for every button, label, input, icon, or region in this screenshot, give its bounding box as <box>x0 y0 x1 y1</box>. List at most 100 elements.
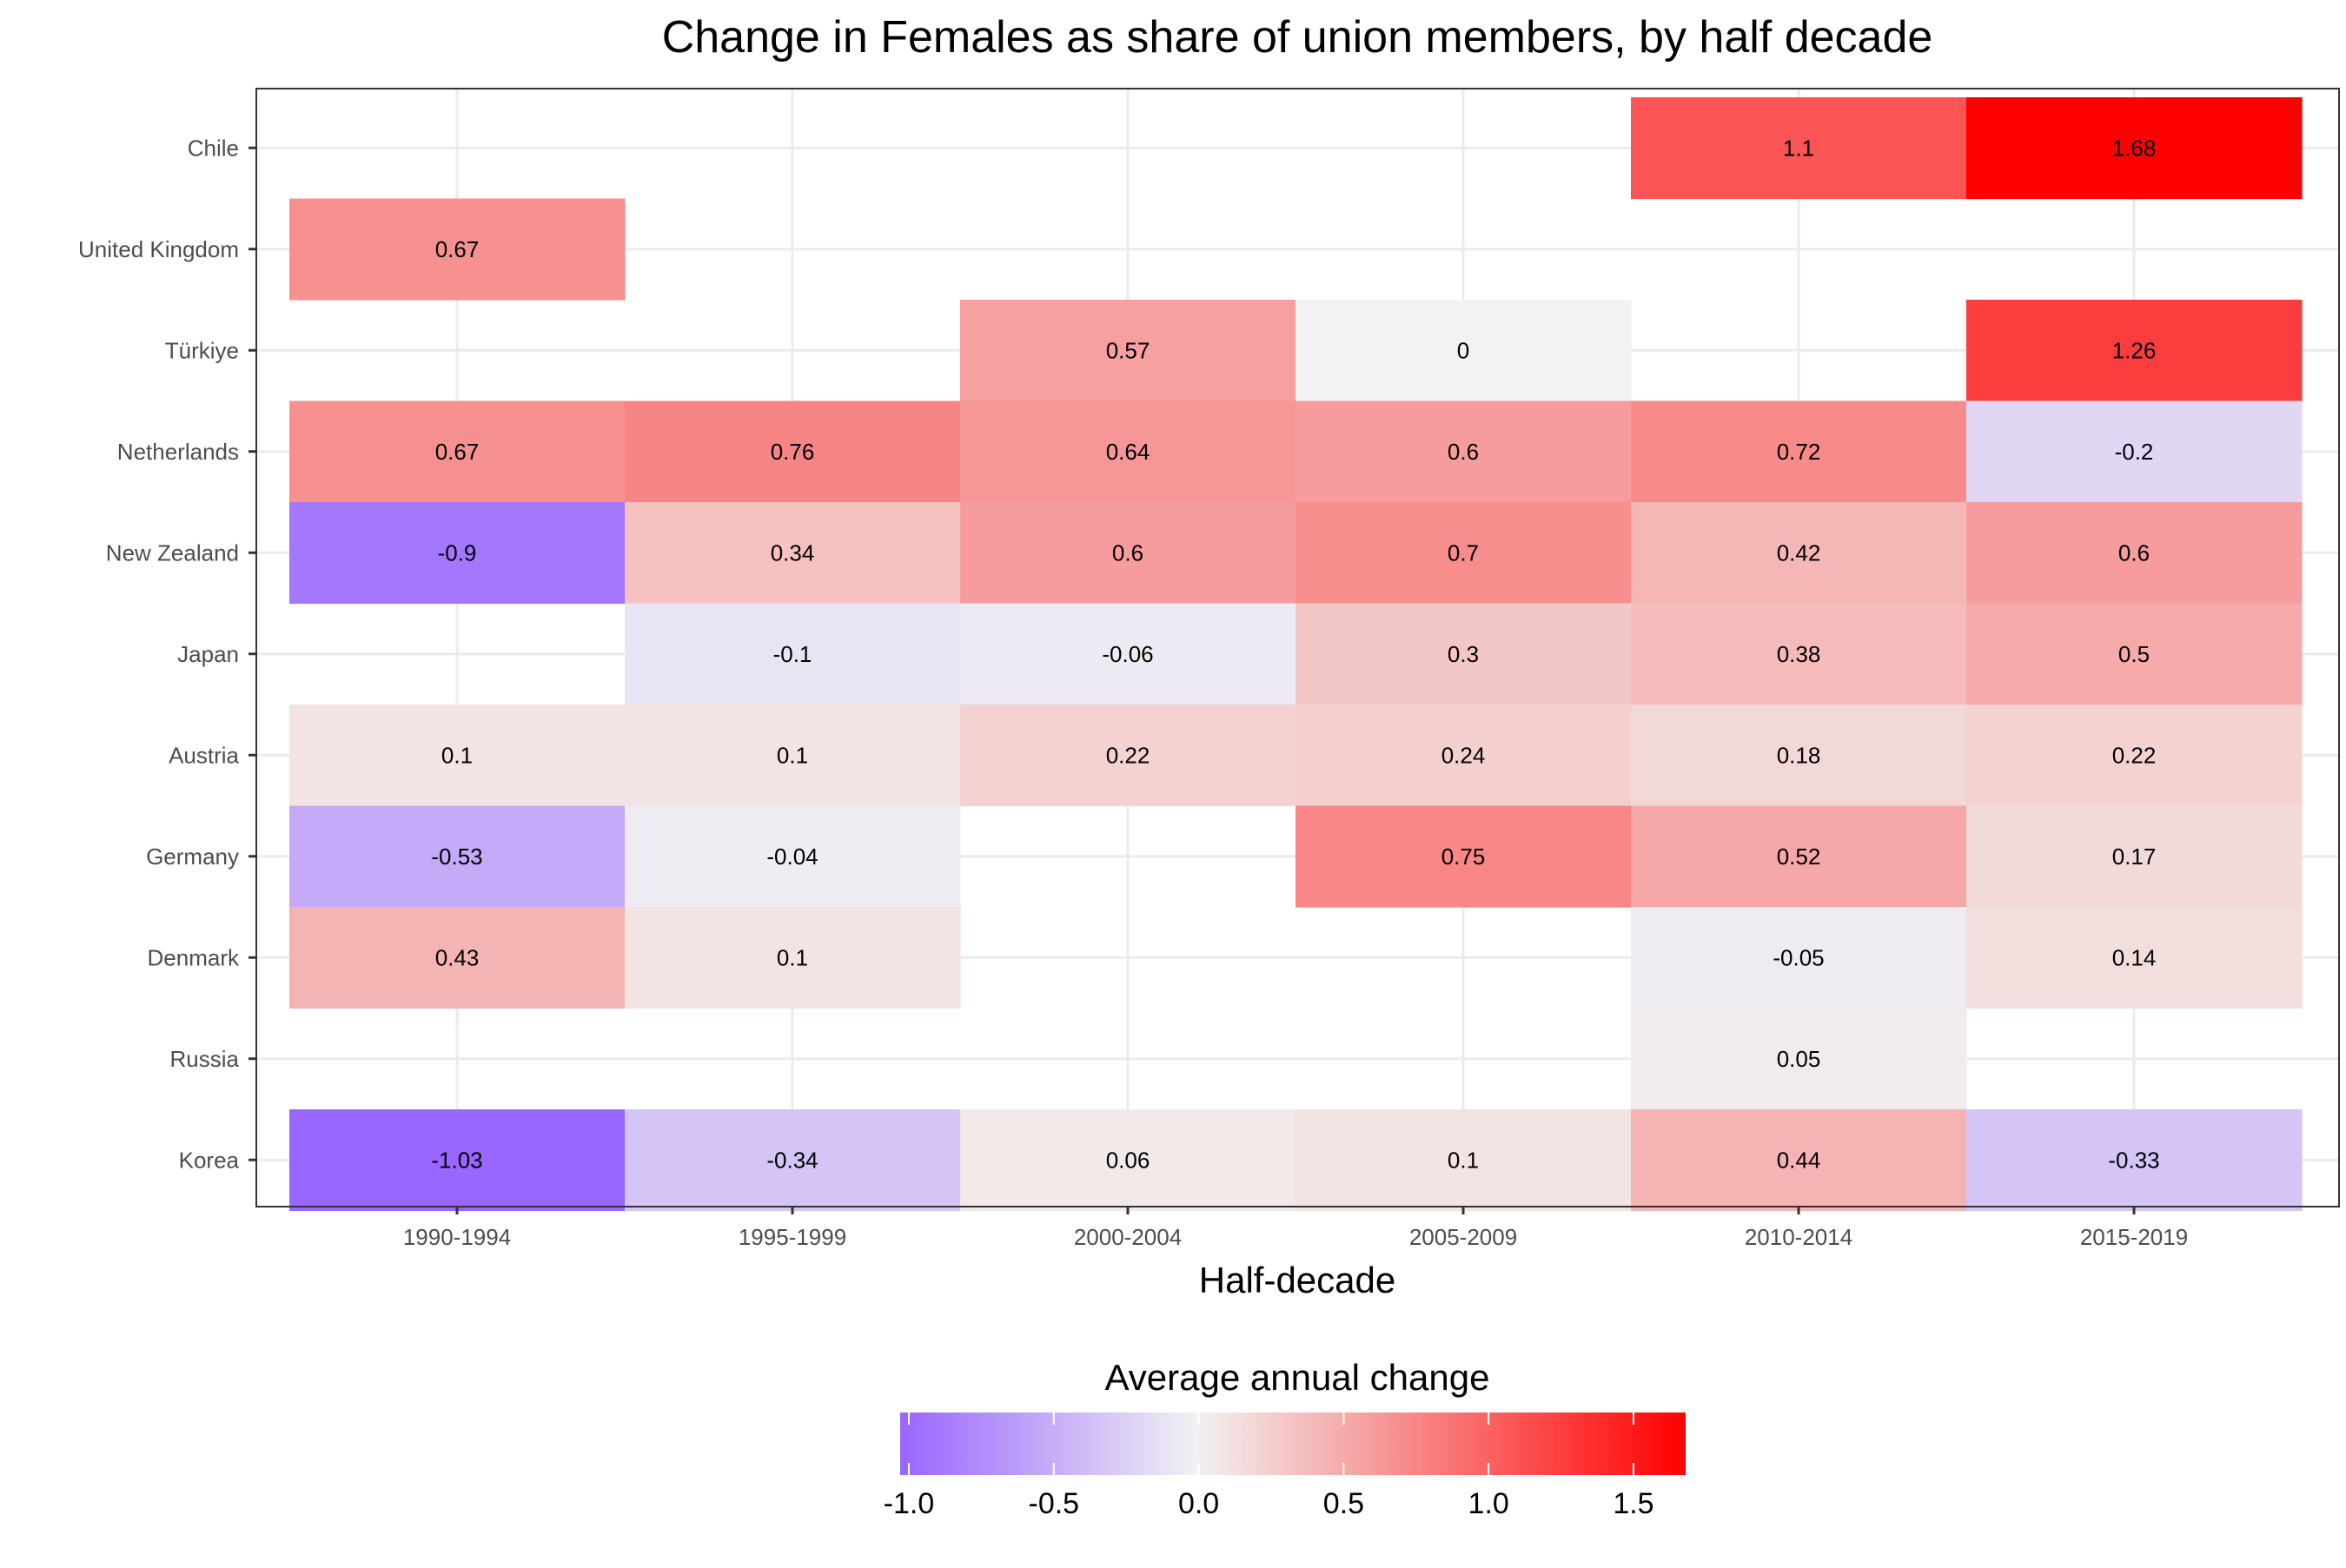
cell-germany-1995-1999 <box>625 805 961 908</box>
cell-netherlands-1990-1994 <box>289 400 626 503</box>
cell-label-austria-1995-1999: 0.1 <box>777 742 808 768</box>
cell-label-denmark-2015-2019: 0.14 <box>2112 944 2157 970</box>
y-tick-label-netherlands: Netherlands <box>117 439 239 465</box>
y-tick-label-japan: Japan <box>177 641 239 667</box>
cell-label-denmark-2010-2014: -0.05 <box>1773 944 1824 970</box>
cell-label-japan-2000-2004: -0.06 <box>1102 641 1153 667</box>
panel-border <box>255 88 2340 1207</box>
y-tick-label-chile: Chile <box>188 135 239 161</box>
cell-new-zealand-1990-1994 <box>289 502 626 605</box>
cell-label-japan-2015-2019: 0.5 <box>2118 641 2150 667</box>
y-tick-label-austria: Austria <box>169 742 239 768</box>
cell-label-turkiye-2000-2004: 0.57 <box>1106 337 1150 363</box>
legend-tick-label: -0.5 <box>1029 1487 1080 1520</box>
cell-germany-2010-2014 <box>1631 805 1967 908</box>
legend-tick-label: 1.0 <box>1468 1487 1509 1520</box>
cell-united-kingdom-1990-1994 <box>289 198 626 301</box>
cell-korea-2015-2019 <box>1966 1109 2303 1212</box>
cell-label-austria-1990-1994: 0.1 <box>441 742 473 768</box>
cell-chile-2010-2014 <box>1631 97 1967 200</box>
legend-title: Average annual change <box>1105 1357 1490 1398</box>
cell-korea-1995-1999 <box>625 1109 961 1212</box>
x-tick-label-2015-2019: 2015-2019 <box>2080 1224 2188 1250</box>
cell-denmark-1990-1994 <box>289 907 626 1009</box>
cell-value-labels: 1.1 1.68 0.67 0.57 0 1.26 0.67 0.76 0.64 0.6 0.72 -… <box>431 135 2159 1173</box>
legend-tick-label: 1.5 <box>1613 1487 1653 1520</box>
cell-label-turkiye-2015-2019: 1.26 <box>2112 337 2157 363</box>
y-tick-label-denmark: Denmark <box>148 944 240 970</box>
y-axis: Chile United Kingdom Türkiye Netherlands New… <box>78 135 256 1173</box>
x-tick-label-1995-1999: 1995-1999 <box>739 1224 846 1250</box>
cell-label-korea-2000-2004: 0.06 <box>1106 1147 1150 1173</box>
cell-label-austria-2015-2019: 0.22 <box>2112 742 2157 768</box>
cell-label-new-zealand-2005-2009: 0.7 <box>1448 539 1479 566</box>
legend-tick-label: 0.5 <box>1323 1487 1364 1520</box>
cell-netherlands-2010-2014 <box>1631 400 1967 503</box>
cell-new-zealand-2015-2019 <box>1966 502 2303 605</box>
cell-japan-2000-2004 <box>960 603 1296 705</box>
cell-austria-1990-1994 <box>289 705 626 807</box>
cell-label-netherlands-1990-1994: 0.67 <box>435 439 480 465</box>
cell-label-germany-2005-2009: 0.75 <box>1441 844 1486 870</box>
cell-label-germany-1990-1994: -0.53 <box>431 844 482 870</box>
y-tick-label-new-zealand: New Zealand <box>106 539 239 566</box>
cell-austria-2010-2014 <box>1631 705 1967 807</box>
cell-austria-2015-2019 <box>1966 705 2303 807</box>
cell-korea-2005-2009 <box>1296 1109 1632 1212</box>
cell-korea-2000-2004 <box>960 1109 1296 1212</box>
cell-netherlands-1995-1999 <box>625 400 961 503</box>
cell-label-japan-1995-1999: -0.1 <box>773 641 812 667</box>
cell-denmark-2015-2019 <box>1966 907 2303 1009</box>
x-axis-title: Half-decade <box>1199 1260 1395 1300</box>
cell-russia-2010-2014 <box>1631 1008 1967 1110</box>
cell-japan-2005-2009 <box>1296 603 1632 705</box>
cell-new-zealand-2005-2009 <box>1296 502 1632 605</box>
cell-label-austria-2000-2004: 0.22 <box>1106 742 1150 768</box>
cell-label-austria-2010-2014: 0.18 <box>1777 742 1821 768</box>
cell-label-germany-1995-1999: -0.04 <box>766 844 818 870</box>
heatmap-cells <box>289 97 2303 1212</box>
cell-germany-2005-2009 <box>1296 805 1632 908</box>
cell-turkiye-2015-2019 <box>1966 300 2303 402</box>
cell-austria-1995-1999 <box>625 705 961 807</box>
y-tick-label-russia: Russia <box>170 1046 240 1072</box>
cell-netherlands-2000-2004 <box>960 400 1296 503</box>
legend-tick-label: 0.0 <box>1178 1487 1219 1520</box>
cell-label-united-kingdom-1990-1994: 0.67 <box>435 236 480 262</box>
cell-label-netherlands-2015-2019: -0.2 <box>2115 439 2154 465</box>
cell-japan-2015-2019 <box>1966 603 2303 705</box>
cell-japan-1995-1999 <box>625 603 961 705</box>
cell-label-denmark-1995-1999: 0.1 <box>777 944 808 970</box>
cell-korea-1990-1994 <box>289 1109 626 1212</box>
cell-label-new-zealand-1990-1994: -0.9 <box>438 539 477 566</box>
cell-new-zealand-1995-1999 <box>625 502 961 605</box>
cell-denmark-2010-2014 <box>1631 907 1967 1009</box>
cell-label-japan-2010-2014: 0.38 <box>1777 641 1821 667</box>
cell-label-new-zealand-1995-1999: 0.34 <box>771 539 815 566</box>
cell-netherlands-2005-2009 <box>1296 400 1632 503</box>
cell-label-new-zealand-2000-2004: 0.6 <box>1112 539 1143 566</box>
cell-label-denmark-1990-1994: 0.43 <box>435 944 480 970</box>
cell-label-netherlands-2000-2004: 0.64 <box>1106 439 1150 465</box>
cell-label-new-zealand-2015-2019: 0.6 <box>2118 539 2150 566</box>
cell-label-germany-2010-2014: 0.52 <box>1777 844 1821 870</box>
y-tick-label-korea: Korea <box>179 1147 240 1173</box>
cell-label-netherlands-1995-1999: 0.76 <box>771 439 815 465</box>
cell-label-korea-1995-1999: -0.34 <box>766 1147 818 1173</box>
cell-new-zealand-2010-2014 <box>1631 502 1967 605</box>
x-tick-label-1990-1994: 1990-1994 <box>403 1224 511 1250</box>
cell-turkiye-2005-2009 <box>1296 300 1632 402</box>
legend-tick-label: -1.0 <box>884 1487 935 1520</box>
cell-turkiye-2000-2004 <box>960 300 1296 402</box>
cell-label-chile-2010-2014: 1.1 <box>1783 135 1814 161</box>
cell-denmark-1995-1999 <box>625 907 961 1009</box>
cell-austria-2000-2004 <box>960 705 1296 807</box>
y-tick-label-germany: Germany <box>146 844 239 870</box>
cell-label-austria-2005-2009: 0.24 <box>1441 742 1486 768</box>
cell-japan-2010-2014 <box>1631 603 1967 705</box>
cell-germany-2015-2019 <box>1966 805 2303 908</box>
cell-label-netherlands-2005-2009: 0.6 <box>1448 439 1479 465</box>
cell-label-germany-2015-2019: 0.17 <box>2112 844 2157 870</box>
cell-label-russia-2010-2014: 0.05 <box>1777 1046 1821 1072</box>
